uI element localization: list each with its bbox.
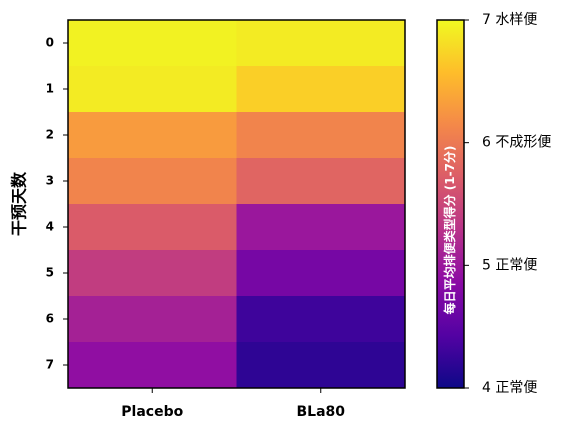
heatmap-cell bbox=[68, 296, 237, 343]
heatmap-cell bbox=[68, 20, 237, 67]
colorbar-label: 每日平均排便类型得分 (1-7分) bbox=[442, 146, 457, 315]
y-tick-label: 6 bbox=[46, 312, 54, 326]
y-tick-label: 1 bbox=[46, 82, 54, 96]
colorbar-tick-label: 5 正常便 bbox=[482, 257, 537, 273]
colorbar-tick-label: 4 正常便 bbox=[482, 380, 537, 396]
y-tick-label: 5 bbox=[46, 266, 54, 280]
colorbar bbox=[436, 19, 465, 389]
heatmap-cell bbox=[236, 296, 406, 343]
heatmap-cell bbox=[236, 66, 406, 113]
heatmap-cell bbox=[68, 342, 237, 389]
colorbar-tick-label: 7 水样便 bbox=[482, 12, 537, 28]
colorbar-tick-label: 6 不成形便 bbox=[482, 135, 551, 151]
heatmap-cell bbox=[236, 158, 406, 205]
x-tick-label: Placebo bbox=[121, 404, 183, 420]
heatmap-cell bbox=[68, 204, 237, 251]
heatmap-cell bbox=[68, 158, 237, 205]
y-tick-label: 7 bbox=[46, 358, 54, 372]
y-tick-label: 4 bbox=[46, 220, 54, 234]
y-tick-label: 2 bbox=[46, 128, 54, 142]
heatmap-cell bbox=[236, 250, 406, 297]
heatmap-cell bbox=[236, 112, 406, 159]
heatmap-cell bbox=[68, 250, 237, 297]
heatmap-cell bbox=[68, 66, 237, 113]
y-tick-label: 3 bbox=[46, 174, 54, 188]
heatmap-cell bbox=[236, 20, 406, 67]
y-tick-label: 0 bbox=[46, 36, 54, 50]
x-tick-label: BLa80 bbox=[296, 404, 345, 420]
heatmap-cell bbox=[236, 342, 406, 389]
heatmap-cell bbox=[68, 112, 237, 159]
y-axis-label: 干预天数 bbox=[10, 171, 29, 236]
heatmap-cell bbox=[236, 204, 406, 251]
plot-frame bbox=[67, 19, 406, 389]
